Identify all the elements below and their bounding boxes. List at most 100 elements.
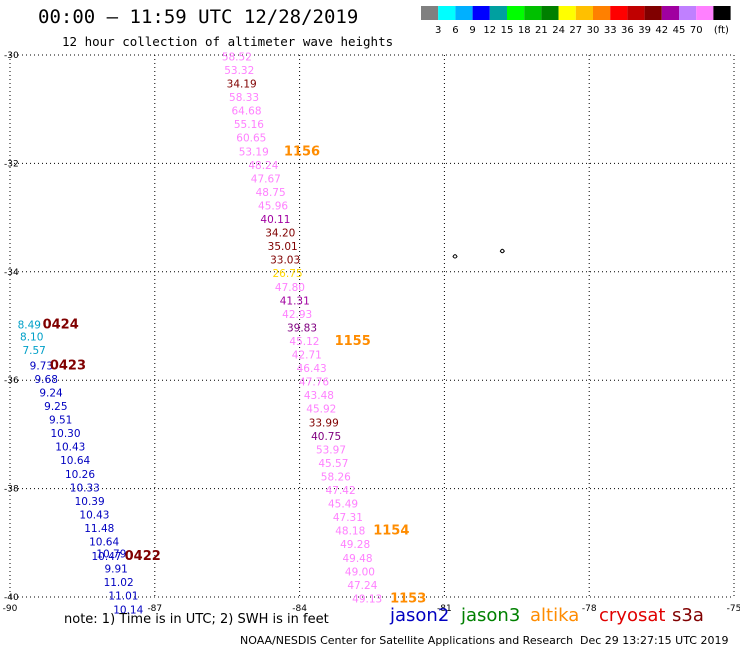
wave-height-value: 39.83 [287, 322, 317, 334]
wave-height-value: 10.14 [113, 604, 143, 616]
pass-time-label: 1155 [335, 334, 371, 349]
colorbar-swatch [627, 6, 645, 20]
lat-tick-label: -34 [4, 268, 19, 278]
wave-height-value: 55.16 [234, 119, 264, 131]
colorbar-swatch [507, 6, 525, 20]
lon-tick-label: -81 [437, 604, 452, 614]
colorbar-label: 36 [621, 25, 634, 36]
lon-tick-label: -90 [3, 604, 18, 614]
legend-jason2: jason2 [390, 605, 450, 626]
colorbar-label: 12 [483, 25, 496, 36]
colorbar-swatch [713, 6, 731, 20]
wave-height-value: 45.49 [328, 499, 358, 511]
colorbar-swatch [421, 6, 439, 20]
colorbar-label: 21 [535, 25, 548, 36]
wave-height-value: 48.75 [256, 187, 286, 199]
colorbar-label: 6 [452, 25, 458, 36]
wave-height-value: 45.57 [318, 458, 348, 470]
colorbar-label: 45 [673, 25, 686, 36]
wave-height-value: 49.28 [340, 539, 370, 551]
wave-height-value: 11.02 [104, 577, 134, 589]
wave-height-value: 10.30 [50, 428, 80, 440]
lon-tick-label: -75 [727, 604, 740, 614]
colorbar-swatch [489, 6, 507, 20]
colorbar-swatch [438, 6, 456, 20]
wave-height-value: 47.76 [299, 377, 329, 389]
wave-height-value: 26.75 [273, 268, 303, 280]
wave-height-value: 49.13 [352, 593, 382, 605]
colorbar-label: 9 [469, 25, 475, 36]
pass-time-label: 1156 [284, 144, 320, 159]
wave-height-value: 11.01 [108, 591, 138, 603]
wave-height-value: 10.79 [96, 548, 126, 560]
wave-height-value: 48.24 [248, 160, 278, 172]
lon-tick-label: -84 [292, 604, 307, 614]
wave-height-value: 10.64 [89, 537, 119, 549]
wave-height-value: 47.67 [251, 173, 281, 185]
wave-height-value: 49.48 [342, 553, 372, 565]
wave-height-value: 47.24 [347, 580, 377, 592]
lat-tick-label: -40 [4, 593, 19, 603]
wave-height-value: 9.91 [104, 564, 127, 576]
legend-jason3: jason3 [461, 605, 521, 626]
wave-height-value: 45.92 [306, 404, 336, 416]
wave-height-value: 43.48 [304, 390, 334, 402]
colorbar-label: 15 [501, 25, 514, 36]
lat-tick-label: -32 [4, 159, 19, 169]
wave-height-value: 42.93 [282, 309, 312, 321]
wave-height-value: 11.48 [84, 523, 114, 535]
map-grid [9, 54, 735, 598]
colorbar-swatch [558, 6, 576, 20]
wave-height-value: 10.43 [79, 509, 109, 521]
colorbar-swatch [524, 6, 542, 20]
pass-time-label: 0424 [43, 318, 79, 333]
map-note: note: 1) Time is in UTC; 2) SWH is in fe… [64, 612, 329, 627]
wave-height-value: 53.97 [316, 444, 346, 456]
pass-time-label: 1153 [390, 591, 426, 606]
footer-credit: NOAA/NESDIS Center for Satellite Applica… [240, 634, 574, 647]
wave-height-value: 10.47 [92, 551, 122, 563]
wave-height-value: 58.52 [222, 51, 252, 63]
colorbar-swatch [455, 6, 473, 20]
wave-height-value: 7.57 [22, 345, 45, 357]
island-outlines [452, 248, 505, 259]
wave-height-value: 9.73 [30, 360, 53, 372]
wave-height-value: 10.43 [55, 442, 85, 454]
wave-height-value: 53.32 [224, 65, 254, 77]
wave-height-value: 58.33 [229, 92, 259, 104]
wave-height-value: 47.42 [326, 485, 356, 497]
wave-height-value: 53.19 [239, 146, 269, 158]
colorbar-swatch [610, 6, 628, 20]
wave-height-value: 35.01 [268, 241, 298, 253]
wave-height-value: 10.39 [75, 496, 105, 508]
wave-height-value: 8.10 [20, 332, 43, 344]
colorbar-swatch [644, 6, 662, 20]
wave-height-value: 34.20 [265, 228, 295, 240]
wave-height-value: 48.18 [335, 526, 365, 538]
legend-cryosat: cryosat [599, 605, 666, 626]
colorbar-label: 18 [518, 25, 531, 36]
wave-height-value: 40.75 [311, 431, 341, 443]
legend-altika: altika [530, 605, 580, 626]
wave-height-value: 10.64 [60, 455, 90, 467]
wave-height-value: 58.26 [321, 471, 351, 483]
wave-height-value: 9.25 [44, 401, 67, 413]
map-title: 00:00 – 11:59 UTC 12/28/2019 [38, 6, 359, 28]
pass-time-label: 0423 [50, 358, 86, 373]
color-scale-bar: 3 6 9 12 15 18 21 24 27 30 33 36 39 42 45 70 (ft) [421, 6, 731, 36]
wave-height-value: 45.96 [258, 200, 288, 212]
wave-height-value: 47.80 [275, 282, 305, 294]
axis-tick-labels: -30 -32 -34 -36 -38 -40-90 -87 -84 -81 -78 -75 [3, 51, 740, 614]
colorbar-swatch [541, 6, 559, 20]
colorbar-label: 30 [587, 25, 600, 36]
wave-height-value: 47.31 [333, 512, 363, 524]
colorbar-label: 39 [638, 25, 651, 36]
wave-height-value: 9.24 [39, 387, 63, 399]
colorbar-unit: (ft) [714, 25, 729, 36]
footer-timestamp: Dec 29 13:27:15 UTC 2019 [580, 634, 729, 647]
colorbar-label: 24 [552, 25, 565, 36]
colorbar-swatch [472, 6, 490, 20]
lat-tick-label: -30 [4, 51, 19, 61]
